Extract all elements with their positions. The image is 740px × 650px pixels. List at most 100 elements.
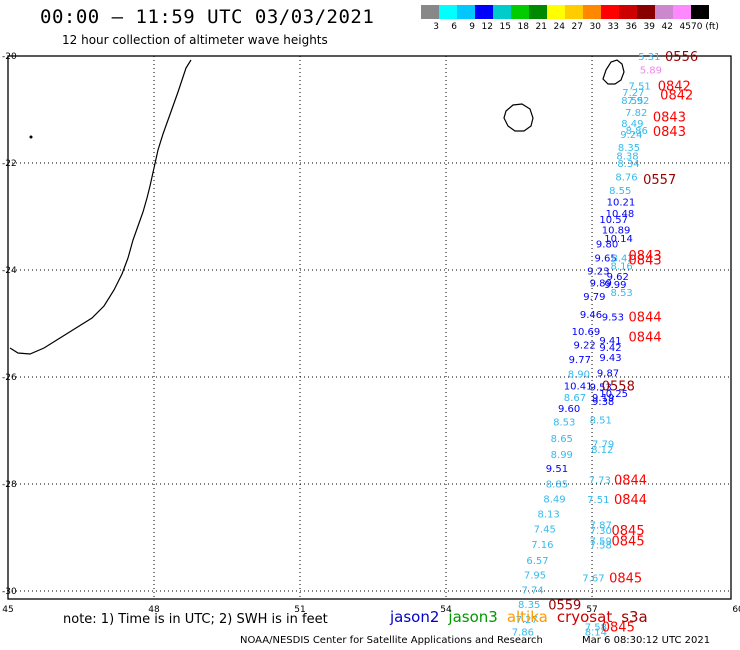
map-grid — [7, 55, 732, 600]
wave-height-value: 9.65 — [594, 254, 616, 265]
small-islet — [29, 135, 33, 139]
colorbar-label: 3 — [433, 22, 439, 32]
colorbar-label: 42 — [661, 22, 673, 32]
colorbar-swatch — [601, 5, 619, 19]
wave-height-value: 8.49 — [543, 494, 565, 505]
wave-height-value: 7.73 — [589, 476, 611, 487]
wave-height-value: 7.59 — [590, 537, 612, 548]
colorbar-label: 39 — [643, 22, 655, 32]
wave-height-value: 7.30 — [590, 526, 612, 537]
wave-height-value: 7.58 — [590, 540, 612, 551]
wave-height-value: 7.58 — [585, 622, 607, 633]
pass-time-label: 0844 — [614, 474, 647, 489]
wave-height-value: 8.35 — [618, 143, 640, 154]
pass-time-labels: 0556084208420843084305570843084308440844… — [548, 50, 698, 635]
wave-height-value: 8.86 — [626, 126, 648, 137]
wave-height-value: 10.41 — [564, 382, 593, 393]
lat-tick-label: -22 — [2, 159, 17, 169]
lat-tick-label: -20 — [2, 52, 17, 62]
wave-height-value: 7.82 — [625, 108, 647, 119]
colorbar-swatch — [475, 5, 493, 19]
wave-height-value: 8.90 — [568, 369, 590, 380]
wave-height-value: 7.79 — [592, 439, 614, 450]
lat-tick-label: -24 — [2, 266, 17, 276]
pass-time-label: 0843 — [629, 253, 662, 268]
wave-height-value: 7.87 — [590, 521, 612, 532]
wave-height-value: 10.14 — [604, 234, 633, 245]
wave-height-value: 5.89 — [640, 65, 662, 76]
pass-time-label: 0844 — [629, 330, 662, 345]
latitude-labels: -20 -22 -24 -26 -28 -30 — [2, 52, 17, 597]
coastline — [9, 59, 625, 355]
wave-height-value: 8.34 — [617, 159, 639, 170]
credit-line: NOAA/NESDIS Center for Satellite Applica… — [240, 635, 543, 646]
pass-time-label: 0842 — [658, 79, 691, 94]
wave-height-value: 8.55 — [609, 186, 631, 197]
map-frame — [7, 55, 732, 600]
wave-height-value: 5.31 — [638, 52, 660, 63]
wave-height-value: 9.22 — [574, 340, 596, 351]
colorbar-swatch — [619, 5, 637, 19]
wave-height-value: 10.48 — [606, 209, 635, 220]
pass-time-label: 0845 — [602, 620, 635, 635]
wave-height-value: 9.53 — [602, 313, 624, 324]
colorbar-label: 33 — [607, 22, 619, 32]
legend-s3a: s3a — [621, 608, 648, 626]
wave-height-value: 8.55 — [621, 96, 643, 107]
colorbar-label: 9 — [469, 22, 475, 32]
colorbar — [421, 5, 709, 19]
colorbar-label: 6 — [451, 22, 457, 32]
pass-time-label: 0845 — [609, 572, 642, 587]
wave-height-value: 9.46 — [580, 310, 602, 321]
pass-time-label: 0557 — [643, 173, 676, 188]
lat-tick-label: -28 — [2, 480, 17, 490]
lon-tick-label: 48 — [148, 605, 160, 615]
pass-time-label: 0559 — [548, 598, 581, 613]
colorbar-label: 15 — [499, 22, 511, 32]
wave-height-value: 9.99 — [604, 280, 626, 291]
colorbar-label: 36 — [625, 22, 637, 32]
wave-height-value: 10.89 — [602, 225, 631, 236]
pass-time-label: 0842 — [660, 89, 693, 104]
wave-height-value: 9.62 — [607, 272, 629, 283]
colorbar-label: 18 — [517, 22, 529, 32]
wave-height-value: 9.23 — [587, 267, 609, 278]
wave-height-value: 9.80 — [596, 239, 618, 250]
wave-height-value: 6.57 — [526, 556, 548, 567]
wave-height-value: 8.51 — [590, 415, 612, 426]
lon-tick-label: 45 — [2, 605, 13, 615]
pass-time-label: 0845 — [612, 524, 645, 539]
wave-height-value: 9.77 — [569, 355, 591, 366]
lat-tick-label: -30 — [2, 587, 17, 597]
wave-height-value: 8.38 — [616, 152, 638, 163]
lon-tick-label: 51 — [294, 605, 305, 615]
wave-height-value: 10.57 — [599, 215, 628, 226]
wave-height-value: 9.51 — [546, 464, 568, 475]
wave-height-value: 7.27 — [622, 88, 644, 99]
legend-jason3: jason3 — [448, 608, 498, 626]
pass-time-label: 0844 — [629, 311, 662, 326]
wave-height-value: 8.67 — [564, 393, 586, 404]
colorbar-swatch — [457, 5, 475, 19]
colorbar-swatch — [673, 5, 691, 19]
wave-height-value: 8.65 — [551, 434, 573, 445]
legend-cryosat: cryosat — [556, 608, 613, 626]
lon-tick-label: 57 — [586, 605, 597, 615]
colorbar-label: 70 (ft) — [691, 22, 719, 32]
colorbar-swatch — [529, 5, 547, 19]
pass-time-label: 0843 — [629, 249, 662, 264]
wave-height-value: 9.24 — [620, 130, 642, 141]
pass-time-label: 0843 — [653, 125, 686, 140]
legend-jason2: jason2 — [390, 608, 440, 626]
lon-tick-label: 60 — [732, 605, 740, 615]
colorbar-swatch — [637, 5, 655, 19]
wave-height-value: 8.53 — [553, 417, 575, 428]
wave-height-value: 7.45 — [534, 524, 556, 535]
wave-height-value: 9.42 — [599, 343, 621, 354]
wave-height-value: 7.51 — [587, 495, 609, 506]
wave-height-value: 8.53 — [611, 288, 633, 299]
pass-time-label: 0844 — [614, 493, 647, 508]
wave-height-value: 9.89 — [590, 278, 612, 289]
colorbar-label: 24 — [553, 22, 565, 32]
pass-time-label: 0845 — [612, 535, 645, 550]
